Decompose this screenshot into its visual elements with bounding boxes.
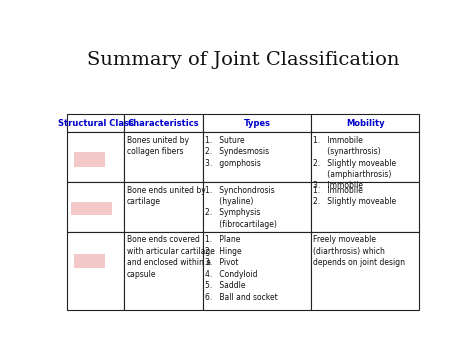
Text: 1.   Synchondrosis
      (hyaline)
2.   Symphysis
      (fibrocartilage): 1. Synchondrosis (hyaline) 2. Symphysis … [205,186,277,229]
Bar [125,114,203,132]
Bar [71,202,112,215]
Text: 1.   Immobile
      (synarthrosis)
2.   Slightly moveable
      (amphiarthrosis): 1. Immobile (synarthrosis) 2. Slightly m… [313,136,396,190]
Text: Bones united by
collagen fibers: Bones united by collagen fibers [127,136,189,156]
Bar [311,114,419,132]
Bar [125,182,203,232]
Bar [311,132,419,182]
Bar [66,182,125,232]
Bar [73,152,105,167]
Text: Structural Class: Structural Class [58,119,133,127]
Bar [203,232,311,311]
Text: Bone ends covered
with articular cartilage
and enclosed within a
capsule: Bone ends covered with articular cartila… [127,235,215,279]
Bar [203,132,311,182]
Bar [311,232,419,311]
Text: 1.   Immobile
2.   Slightly moveable: 1. Immobile 2. Slightly moveable [313,186,396,206]
Text: Summary of Joint Classification: Summary of Joint Classification [87,51,399,69]
Bar [311,182,419,232]
Text: Types: Types [244,119,271,127]
Text: Bone ends united by
cartilage: Bone ends united by cartilage [127,186,205,206]
Bar [66,132,125,182]
Text: Mobility: Mobility [346,119,384,127]
Text: 1.   Plane
2.   Hinge
3.   Pivot
4.   Condyloid
5.   Saddle
6.   Ball and socket: 1. Plane 2. Hinge 3. Pivot 4. Condyloid … [205,235,278,302]
Bar [73,254,105,268]
Text: Freely moveable
(diarthrosis) which
depends on joint design: Freely moveable (diarthrosis) which depe… [313,235,405,267]
Text: 1.   Suture
2.   Syndesmosis
3.   gomphosis: 1. Suture 2. Syndesmosis 3. gomphosis [205,136,269,168]
Bar [125,132,203,182]
Bar [66,114,125,132]
Bar [125,232,203,311]
Bar [203,114,311,132]
Text: Characteristics: Characteristics [128,119,200,127]
Bar [66,232,125,311]
Bar [203,182,311,232]
